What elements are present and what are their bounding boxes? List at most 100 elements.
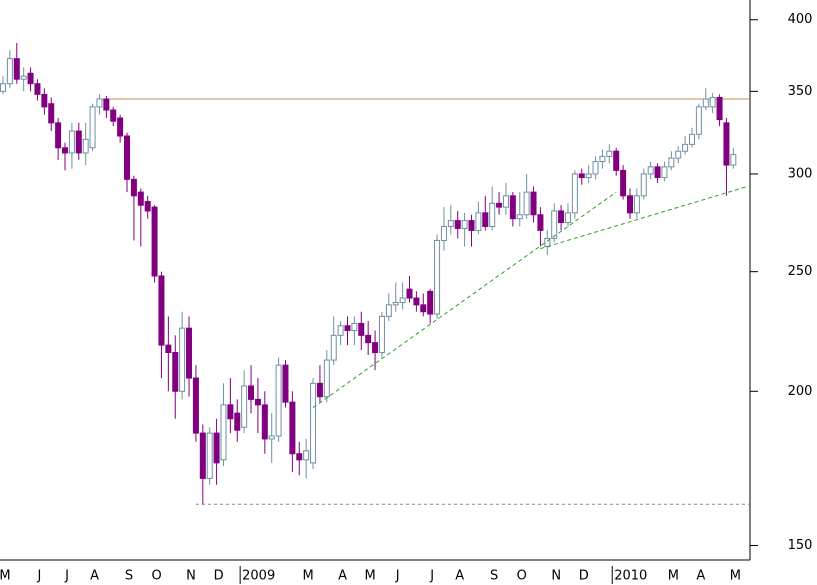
candle-body xyxy=(434,239,441,315)
candle-body xyxy=(551,210,558,239)
candle-body xyxy=(62,147,69,154)
candle-body xyxy=(206,432,213,479)
candle-body xyxy=(578,173,585,179)
x-tick-label: S xyxy=(490,569,498,584)
candle-body xyxy=(75,130,82,154)
candle-body xyxy=(13,58,20,80)
candle-body xyxy=(454,220,461,229)
candle-body xyxy=(27,72,34,85)
candle-body xyxy=(337,325,344,336)
candle-body xyxy=(716,96,723,121)
x-tick-label: A xyxy=(455,569,464,584)
candle-body xyxy=(275,364,282,437)
candle-body xyxy=(523,191,530,216)
x-tick-label: D xyxy=(214,569,224,584)
candle-body xyxy=(447,220,454,227)
candle-body xyxy=(695,106,702,135)
x-tick-label: J xyxy=(64,569,69,584)
candle-body xyxy=(289,401,296,455)
candle-body xyxy=(606,150,613,157)
candle-body xyxy=(158,275,165,346)
candle-body xyxy=(585,173,592,179)
candle-body xyxy=(723,122,730,166)
candle-body xyxy=(172,352,179,392)
candle-body xyxy=(344,325,351,332)
candle-body xyxy=(633,195,640,214)
candle-body xyxy=(124,135,131,180)
candle-body xyxy=(296,453,303,461)
candle-body xyxy=(234,412,241,431)
candle-body xyxy=(537,214,544,231)
candle-body xyxy=(647,166,654,175)
candle-body xyxy=(254,398,261,406)
candle-body xyxy=(675,150,682,159)
x-tick-label: N xyxy=(551,569,561,584)
trendline xyxy=(540,186,748,250)
candle-body xyxy=(440,225,447,241)
candle-body xyxy=(427,290,434,315)
candle-body xyxy=(330,334,337,361)
x-tick-label: 2009 xyxy=(242,569,275,584)
x-tick-label: O xyxy=(517,569,527,584)
y-tick-label: 350 xyxy=(788,84,813,99)
candle-body xyxy=(661,166,668,179)
x-tick-label: M xyxy=(668,569,679,584)
candle-body xyxy=(730,154,737,166)
candle-body xyxy=(241,385,248,428)
candle-body xyxy=(323,359,330,398)
candle-body xyxy=(103,98,110,111)
candle-body xyxy=(702,98,709,108)
y-tick-label: 300 xyxy=(788,166,813,181)
trendline xyxy=(312,191,617,409)
candle-body xyxy=(137,191,144,206)
candle-body xyxy=(213,432,220,464)
x-tick-label: A xyxy=(696,569,705,584)
candle-body xyxy=(268,435,275,440)
candle-body xyxy=(220,404,227,461)
candle-body xyxy=(689,133,695,145)
candle-body xyxy=(227,404,234,420)
candle-body xyxy=(199,432,206,479)
candle-body xyxy=(151,206,158,277)
candle-body xyxy=(530,191,537,216)
x-tick-label: M xyxy=(303,569,314,584)
candle-body xyxy=(130,178,137,197)
candle-body xyxy=(82,138,89,154)
x-tick-label: A xyxy=(338,569,347,584)
candle-body xyxy=(668,157,675,168)
candle-body xyxy=(117,117,124,137)
x-tick-label: M xyxy=(730,569,741,584)
y-tick-label: 200 xyxy=(788,384,813,399)
candle-body xyxy=(613,150,620,171)
candle-body xyxy=(564,212,571,224)
candle-body xyxy=(392,302,399,306)
candle-body xyxy=(144,200,151,212)
candle-body xyxy=(186,327,193,379)
y-tick-label: 400 xyxy=(788,12,813,27)
candle-body xyxy=(179,327,186,392)
candle-body xyxy=(482,212,489,227)
candle-body xyxy=(55,122,62,149)
candle-body xyxy=(20,75,27,80)
candle-body xyxy=(89,106,96,149)
candle-body xyxy=(385,304,392,317)
x-tick-label: N xyxy=(186,569,196,584)
x-tick-label: J xyxy=(37,569,42,584)
candle-body xyxy=(558,210,565,224)
candle-body xyxy=(399,297,406,304)
candle-body xyxy=(34,83,41,95)
candle-body xyxy=(303,450,310,461)
candle-body xyxy=(6,58,13,85)
candle-body xyxy=(592,161,599,175)
x-tick-label: A xyxy=(90,569,99,584)
candle-body xyxy=(358,322,365,336)
candle-body xyxy=(468,220,475,231)
y-tick-label: 150 xyxy=(788,538,813,553)
candle-body xyxy=(420,304,427,313)
candle-body xyxy=(640,173,647,197)
candle-body xyxy=(261,404,268,440)
y-tick-label: 250 xyxy=(788,264,813,279)
candle-body xyxy=(461,220,468,229)
